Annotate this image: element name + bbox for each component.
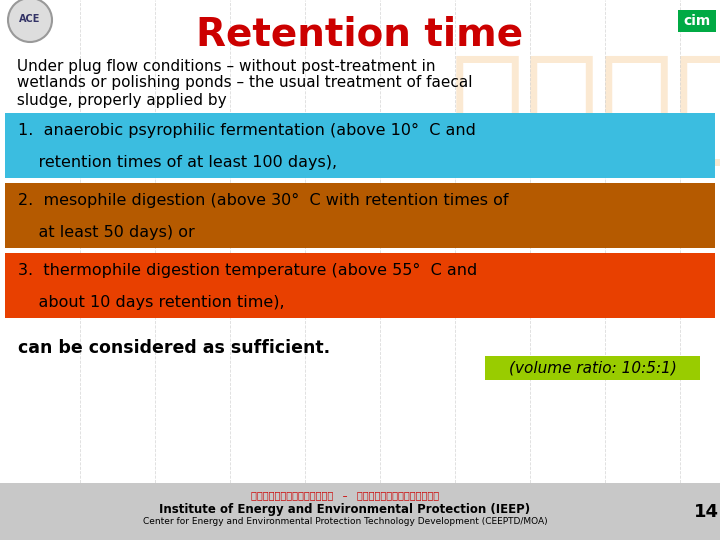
Text: wetlands or polishing ponds – the usual treatment of faecal: wetlands or polishing ponds – the usual … (12, 76, 472, 91)
FancyBboxPatch shape (5, 183, 715, 248)
FancyBboxPatch shape (678, 10, 716, 32)
Text: 1.  anaerobic psyrophilic fermentation (above 10°  C and: 1. anaerobic psyrophilic fermentation (a… (18, 123, 476, 138)
FancyBboxPatch shape (5, 113, 715, 178)
Text: (volume ratio: 10:5:1): (volume ratio: 10:5:1) (508, 361, 676, 375)
FancyBboxPatch shape (5, 253, 715, 318)
FancyBboxPatch shape (485, 356, 700, 380)
Text: about 10 days retention time),: about 10 days retention time), (18, 295, 284, 310)
Text: 2.  mesophile digestion (above 30°  C with retention times of: 2. mesophile digestion (above 30° C with… (18, 192, 508, 207)
Text: 农业部规划设计研究院能源环保   –   农业部能源与环境技术开发中心: 农业部规划设计研究院能源环保 – 农业部能源与环境技术开发中心 (251, 490, 439, 500)
Text: at least 50 days) or: at least 50 days) or (18, 226, 194, 240)
Text: sludge, properly applied by: sludge, properly applied by (12, 92, 227, 107)
Text: 吉祥如意: 吉祥如意 (450, 50, 720, 171)
Text: ACE: ACE (19, 14, 41, 24)
Text: retention times of at least 100 days),: retention times of at least 100 days), (18, 156, 337, 171)
Circle shape (8, 0, 52, 42)
Text: Under plug flow conditions – without post-treatment in: Under plug flow conditions – without pos… (12, 58, 436, 73)
FancyBboxPatch shape (0, 483, 720, 540)
Text: can be considered as sufficient.: can be considered as sufficient. (18, 339, 330, 357)
Text: Center for Energy and Environmental Protection Technology Development (CEEPTD/MO: Center for Energy and Environmental Prot… (143, 517, 547, 526)
Text: Retention time: Retention time (197, 16, 523, 54)
Text: 14: 14 (693, 503, 719, 521)
Text: cim: cim (683, 14, 711, 28)
Text: Institute of Energy and Environmental Protection (IEEP): Institute of Energy and Environmental Pr… (159, 503, 531, 516)
Text: 3.  thermophile digestion temperature (above 55°  C and: 3. thermophile digestion temperature (ab… (18, 262, 477, 278)
